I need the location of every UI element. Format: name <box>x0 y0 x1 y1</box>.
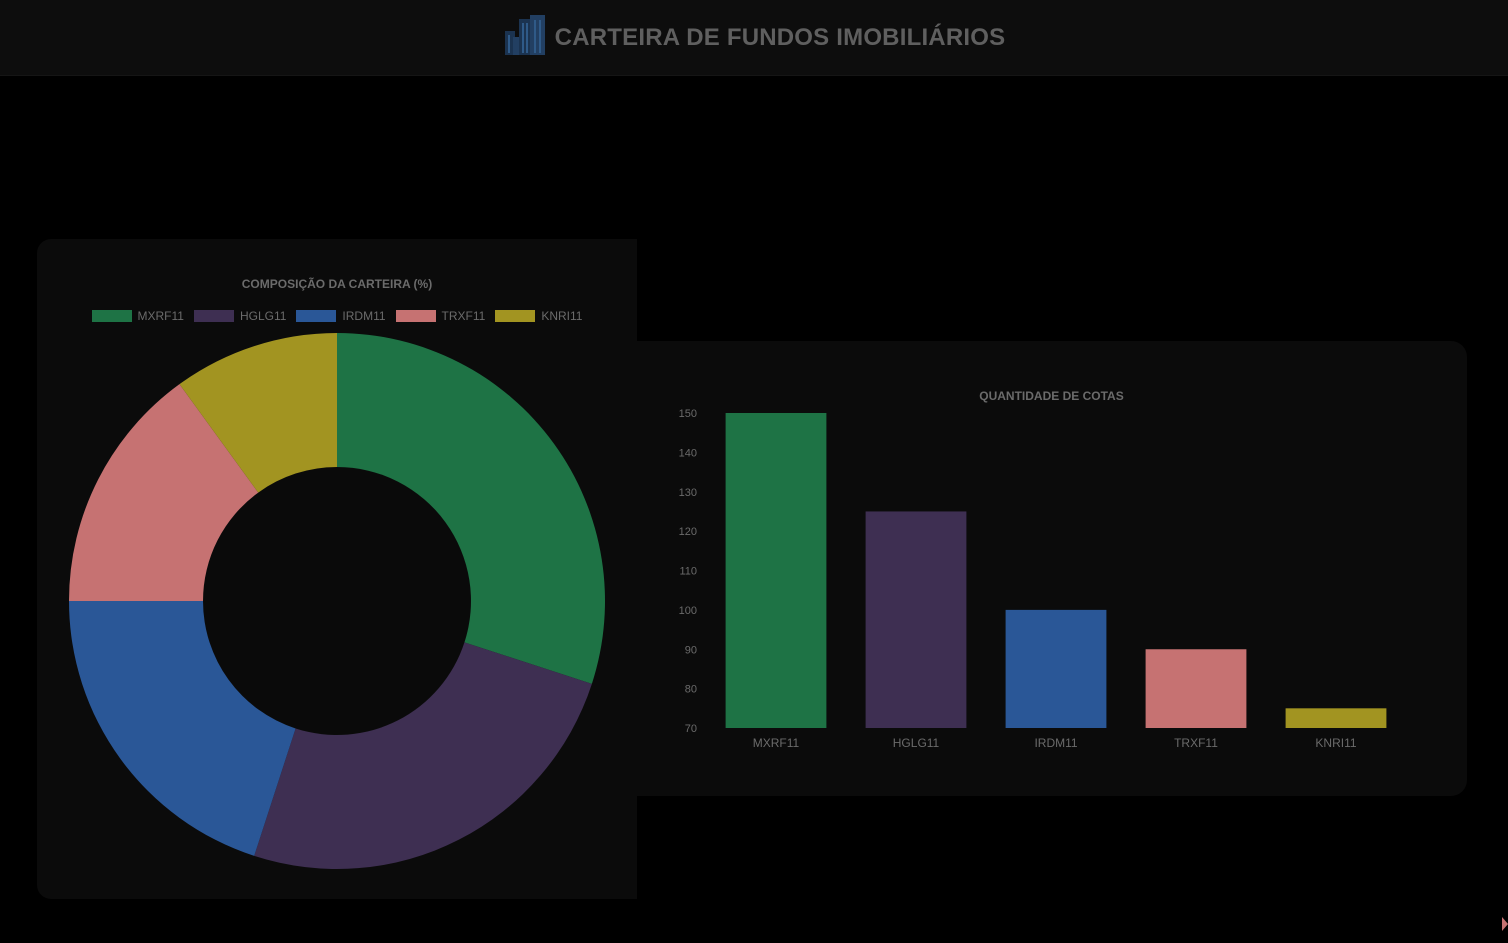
buildings-icon <box>504 14 545 55</box>
donut-slice-irdm11[interactable] <box>69 601 296 856</box>
donut-chart <box>69 333 605 869</box>
bar-knri11[interactable] <box>1285 708 1387 728</box>
donut-slice-hglg11[interactable] <box>254 642 592 869</box>
legend-swatch <box>495 310 536 322</box>
page-title: CARTEIRA DE FUNDOS IMOBILIÁRIOS <box>554 23 1006 51</box>
donut-hole <box>204 468 470 734</box>
legend-item-hglg11[interactable]: HGLG11 <box>193 309 287 323</box>
bar-chart-title: QUANTIDADE DE COTAS <box>979 389 1124 403</box>
legend-label: MXRF11 <box>137 309 184 323</box>
quantity-chart-card: QUANTIDADE DE COTAS 70 80 90 100 110 120 130 14… <box>636 341 1467 796</box>
y-tick-label: 90 <box>685 644 697 656</box>
y-tick-label: 150 <box>679 408 697 420</box>
x-tick-label: KNRI11 <box>1315 736 1356 750</box>
legend-swatch <box>395 310 436 322</box>
legend-swatch <box>91 310 132 322</box>
legend-swatch <box>193 310 234 322</box>
bar-trxf11[interactable] <box>1145 649 1247 728</box>
bar-irdm11[interactable] <box>1005 609 1107 728</box>
y-tick-label: 140 <box>679 447 697 459</box>
app-header: CARTEIRA DE FUNDOS IMOBILIÁRIOS <box>0 0 1508 76</box>
legend-label: TRXF11 <box>441 309 486 323</box>
donut-chart-title: COMPOSIÇÃO DA CARTEIRA (%) <box>241 277 433 291</box>
legend-item-knri11[interactable]: KNRI11 <box>495 309 582 323</box>
bar-mxrf11[interactable] <box>725 413 827 728</box>
y-tick-label: 100 <box>679 605 697 617</box>
legend-item-irdm11[interactable]: IRDM11 <box>296 309 386 323</box>
bar-hglg11[interactable] <box>865 511 967 728</box>
legend-item-trxf11[interactable]: TRXF11 <box>395 309 486 323</box>
legend-label: IRDM11 <box>342 309 386 323</box>
x-tick-label: IRDM11 <box>1034 736 1077 750</box>
bar-chart: 70 80 90 100 110 120 130 140 150 MXRF11 HGLG11 IRDM… <box>679 408 1387 750</box>
legend-swatch <box>296 310 337 322</box>
mouse-cursor-icon <box>1502 917 1508 931</box>
legend-label: HGLG11 <box>239 309 287 323</box>
y-tick-label: 120 <box>679 526 697 538</box>
donut-slice-trxf11[interactable] <box>69 384 259 601</box>
x-tick-label: TRXF11 <box>1174 736 1218 750</box>
y-tick-label: 80 <box>685 684 697 696</box>
y-tick-label: 130 <box>679 487 697 499</box>
composition-chart-card: COMPOSIÇÃO DA CARTEIRA (%) MXRF11 HGLG11… <box>37 239 637 899</box>
x-tick-label: HGLG11 <box>893 736 940 750</box>
y-tick-label: 110 <box>679 566 697 578</box>
legend-item-mxrf11[interactable]: MXRF11 <box>91 309 184 323</box>
donut-slice-knri11[interactable] <box>179 333 337 493</box>
x-tick-label: MXRF11 <box>753 736 800 750</box>
y-tick-label: 70 <box>685 723 697 735</box>
donut-legend: MXRF11 HGLG11 IRDM11 TRXF11 KNRI11 <box>37 309 637 323</box>
donut-slice-mxrf11[interactable] <box>337 333 605 684</box>
legend-label: KNRI11 <box>541 309 583 323</box>
